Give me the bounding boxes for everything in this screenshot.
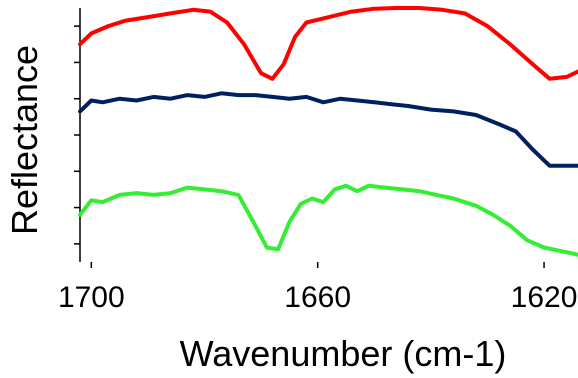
plot-area bbox=[74, 8, 545, 268]
x-axis-label: Wavenumber (cm-1) bbox=[180, 333, 507, 374]
x-tick-label: 1660 bbox=[284, 281, 351, 314]
x-axis-ticks bbox=[90, 262, 545, 268]
series-line-3 bbox=[78, 183, 578, 257]
y-axis-label: Reflectance bbox=[4, 45, 45, 235]
y-axis-ticks bbox=[74, 25, 80, 245]
x-tick-label: 1700 bbox=[58, 281, 125, 314]
series-line-2 bbox=[78, 91, 578, 168]
series-line-1 bbox=[78, 6, 578, 81]
x-tick-label: 1620 bbox=[511, 281, 578, 314]
x-tick-labels: 1700 1660 1620 bbox=[58, 281, 577, 314]
series-layer bbox=[78, 6, 578, 257]
